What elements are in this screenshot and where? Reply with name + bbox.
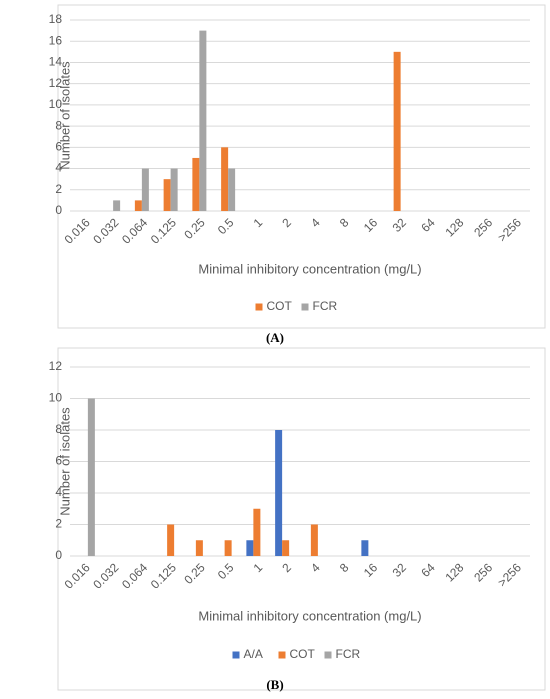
x-tick-label: 0.064 <box>119 215 150 246</box>
y-axis-title: Number of isolates <box>57 61 72 170</box>
x-tick-label: 2 <box>279 560 294 575</box>
bar <box>310 524 318 556</box>
x-tick-label: 256 <box>471 560 495 584</box>
bar <box>275 430 283 556</box>
bar <box>253 508 261 556</box>
bar <box>282 540 290 556</box>
x-tick-label: 4 <box>308 215 323 230</box>
x-tick-label: 0.5 <box>215 215 237 237</box>
x-axis-title: Minimal inhibitory concentration (mg/L) <box>198 608 421 623</box>
legend-swatch <box>301 303 309 311</box>
x-tick-label: 2 <box>279 215 294 230</box>
x-tick-label: 1 <box>251 560 266 575</box>
x-tick-label: 0.016 <box>62 215 93 246</box>
x-tick-label: 8 <box>337 215 352 230</box>
y-tick-label: 6 <box>55 454 62 468</box>
x-tick-label: 128 <box>442 560 466 584</box>
bar <box>141 168 149 211</box>
bar <box>167 524 175 556</box>
x-tick-label: 0.016 <box>62 560 93 591</box>
legend-label: A/A <box>244 647 263 661</box>
x-tick-label: 128 <box>442 215 466 239</box>
x-tick-label: 64 <box>418 560 438 580</box>
y-tick-label: 0 <box>55 548 62 562</box>
y-tick-label: 10 <box>49 97 63 111</box>
bar <box>113 200 121 211</box>
bar <box>134 200 142 211</box>
x-tick-label: 256 <box>471 215 495 239</box>
y-tick-label: 12 <box>49 359 63 373</box>
bar <box>228 168 236 211</box>
y-tick-label: 16 <box>49 33 63 47</box>
chart-border <box>57 347 546 691</box>
legend-label: COT <box>290 647 316 661</box>
x-axis-title: Minimal inhibitory concentration (mg/L) <box>198 261 421 276</box>
x-tick-label: 32 <box>390 560 410 580</box>
caption: (A) <box>266 330 284 345</box>
y-tick-label: 18 <box>49 12 63 26</box>
x-tick-label: 0.032 <box>90 215 121 246</box>
legend-swatch <box>255 303 263 311</box>
x-tick-label: 16 <box>361 215 381 235</box>
bar <box>246 540 254 556</box>
bar <box>170 168 178 211</box>
y-axis-title: Number of isolates <box>57 407 72 516</box>
x-tick-label: 0.125 <box>148 560 179 591</box>
bar <box>224 540 232 556</box>
y-tick-label: 10 <box>49 391 63 405</box>
y-tick-label: 0 <box>55 203 62 217</box>
legend-swatch <box>278 651 286 659</box>
bar <box>393 51 401 212</box>
y-tick-label: 12 <box>49 76 63 90</box>
y-tick-label: 8 <box>55 118 62 132</box>
bar <box>195 540 203 556</box>
x-tick-label: 64 <box>418 215 438 235</box>
y-tick-label: 2 <box>55 517 62 531</box>
legend-label: COT <box>267 299 293 313</box>
legend-label: FCR <box>336 647 361 661</box>
y-tick-label: 8 <box>55 422 62 436</box>
bar <box>163 179 171 211</box>
legend-swatch <box>324 651 332 659</box>
y-tick-label: 4 <box>55 485 62 499</box>
y-tick-label: 6 <box>55 140 62 154</box>
x-tick-label: 32 <box>390 215 410 235</box>
legend-label: FCR <box>313 299 338 313</box>
y-tick-label: 14 <box>49 55 63 69</box>
x-tick-label: 4 <box>308 560 323 575</box>
bar <box>199 30 207 211</box>
bar <box>192 157 200 211</box>
x-tick-label: 16 <box>361 560 381 580</box>
x-tick-label: >256 <box>495 215 524 244</box>
x-tick-label: 1 <box>251 215 266 230</box>
x-tick-label: >256 <box>495 560 524 589</box>
x-tick-label: 0.25 <box>181 215 208 242</box>
x-tick-label: 8 <box>337 560 352 575</box>
bar <box>221 147 229 211</box>
bar <box>361 540 369 556</box>
x-tick-label: 0.25 <box>181 560 208 587</box>
bar <box>87 398 95 556</box>
y-tick-label: 4 <box>55 161 62 175</box>
x-tick-label: 0.032 <box>90 560 121 591</box>
x-tick-label: 0.5 <box>215 560 237 582</box>
legend-swatch <box>232 651 240 659</box>
x-tick-label: 0.064 <box>119 560 150 591</box>
y-tick-label: 2 <box>55 182 62 196</box>
chart-border <box>57 4 546 329</box>
caption: (B) <box>266 677 283 692</box>
x-tick-label: 0.125 <box>148 215 179 246</box>
